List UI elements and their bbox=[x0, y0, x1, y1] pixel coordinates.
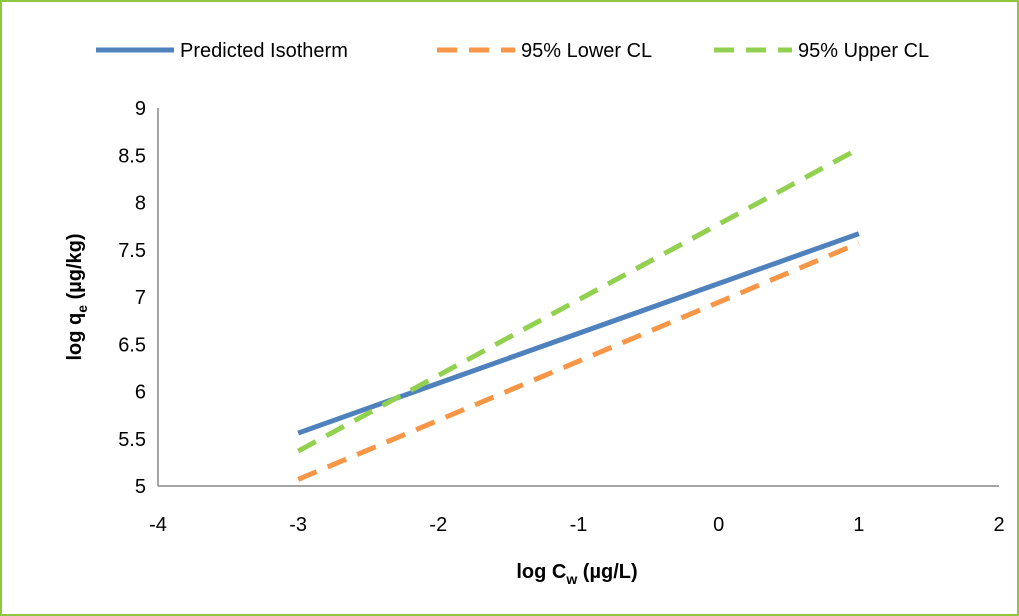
legend-label: 95% Lower CL bbox=[521, 40, 652, 62]
y-tick-labels: 5 5.5 6 6.5 7 7.5 8 8.5 9 bbox=[118, 98, 146, 498]
axes bbox=[157, 108, 999, 487]
x-tick-label: -4 bbox=[149, 514, 167, 536]
y-tick-label: 8.5 bbox=[118, 145, 146, 167]
y-tick-label: 9 bbox=[135, 98, 146, 120]
y-tick-label: 7 bbox=[135, 287, 146, 309]
legend: Predicted Isotherm 95% Lower CL 95% Upper … bbox=[96, 40, 929, 62]
x-tick-label: -3 bbox=[289, 514, 307, 536]
x-tick-labels: -4 -3 -2 -1 0 1 2 bbox=[149, 514, 1004, 536]
y-tick-label: 5 bbox=[135, 476, 146, 498]
x-axis-title: log Cw (µg/L) bbox=[516, 561, 637, 587]
y-tick-label: 8 bbox=[135, 193, 146, 215]
y-tick-label: 5.5 bbox=[118, 429, 146, 451]
series-lines bbox=[296, 146, 861, 482]
y-tick-label: 7.5 bbox=[118, 240, 146, 262]
y-tick-label: 6.5 bbox=[118, 334, 146, 356]
x-tick-label: 0 bbox=[713, 514, 724, 536]
series-line bbox=[296, 146, 861, 454]
x-tick-label: 1 bbox=[853, 514, 864, 536]
x-tick-label: -1 bbox=[570, 514, 588, 536]
y-tick-label: 6 bbox=[135, 382, 146, 404]
x-tick-label: -2 bbox=[429, 514, 447, 536]
x-tick-label: 2 bbox=[993, 514, 1004, 536]
legend-label: 95% Upper CL bbox=[798, 40, 929, 62]
y-axis-title: log qe (µg/kg) bbox=[64, 233, 90, 360]
series-line bbox=[297, 240, 860, 482]
legend-label: Predicted Isotherm bbox=[180, 40, 348, 62]
